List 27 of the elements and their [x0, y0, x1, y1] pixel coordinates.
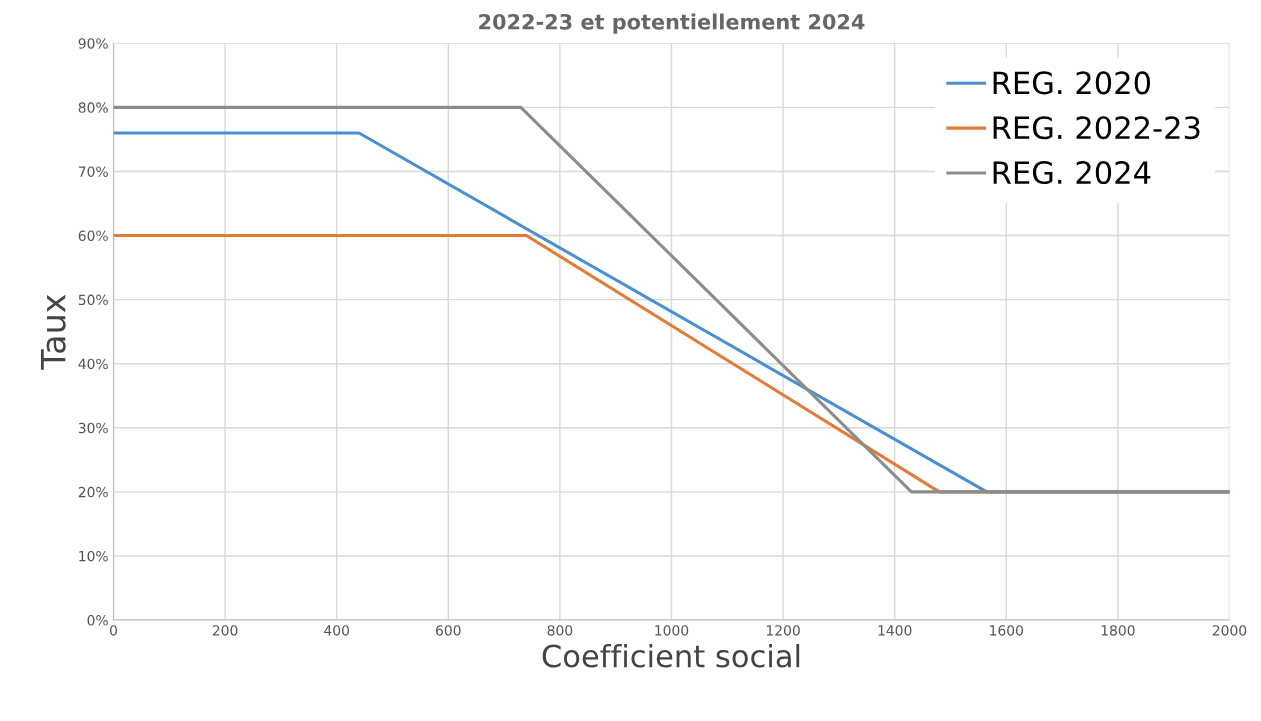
- x-tick-label: 400: [324, 625, 350, 636]
- y-tick-label: 20%: [78, 486, 108, 498]
- x-axis-title: Coefficient social: [542, 643, 800, 668]
- y-tick-label: 70%: [78, 166, 108, 177]
- y-tick-label: 90%: [78, 38, 108, 49]
- x-tick-label: 1400: [878, 625, 912, 636]
- y-tick-label: 0%: [87, 615, 108, 626]
- x-tick-label: 800: [547, 625, 573, 636]
- legend-label: REG. 2020: [993, 71, 1151, 95]
- y-axis-title: Taux: [40, 294, 66, 370]
- x-tick-label: 0: [109, 625, 117, 636]
- y-tick-label: 80%: [78, 102, 108, 113]
- x-tick-label: 2000: [1212, 625, 1247, 636]
- legend-label: REG. 2022-23: [993, 116, 1200, 140]
- y-tick-label: 50%: [78, 294, 108, 306]
- x-tick-label: 200: [212, 625, 238, 636]
- chart-title: 2022-23 et potentiellement 2024: [479, 13, 865, 34]
- y-tick-label: 40%: [78, 358, 108, 370]
- y-tick-label: 30%: [78, 422, 108, 434]
- x-tick-label: 1000: [655, 625, 689, 636]
- x-tick-label: 600: [436, 625, 461, 636]
- x-tick-label: 1200: [766, 625, 800, 636]
- x-tick-label: 1800: [1101, 625, 1135, 636]
- y-tick-label: 60%: [78, 230, 108, 241]
- y-tick-label: 10%: [79, 550, 108, 562]
- x-tick-label: 1600: [990, 625, 1024, 636]
- legend-label: REG. 2024: [993, 161, 1151, 185]
